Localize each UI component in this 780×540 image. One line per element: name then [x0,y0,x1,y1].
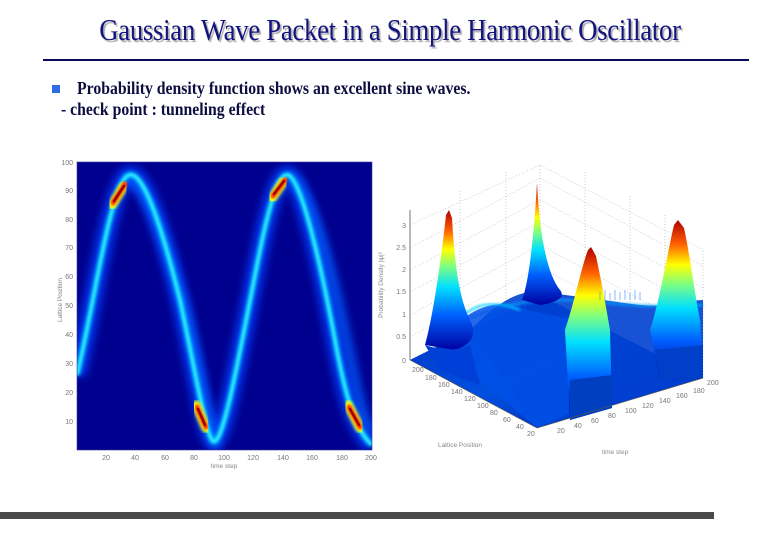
svg-text:0.5: 0.5 [396,334,406,341]
svg-text:40: 40 [516,424,524,431]
surface-z-ticks: 0 0.5 1 1.5 2 2.5 3 [396,223,406,365]
svg-text:100: 100 [61,160,73,167]
svg-text:40: 40 [65,332,73,339]
heatmap-y-label: Lattice Position [57,278,64,322]
title-underline [43,59,749,61]
svg-text:60: 60 [591,418,599,425]
surface-left-axis-ticks: 200 180 160 140 120 100 80 60 40 20 [412,367,535,438]
svg-text:180: 180 [336,455,348,462]
svg-text:200: 200 [365,455,377,462]
footer-bar [0,512,714,519]
surface-x-label: Lattice Position [438,442,482,449]
svg-text:20: 20 [65,390,73,397]
svg-text:120: 120 [642,403,654,410]
svg-text:70: 70 [65,245,73,252]
svg-text:140: 140 [659,398,671,405]
heatmap-y-ticks: 100 90 80 70 60 50 40 30 20 10 [61,160,73,426]
svg-text:100: 100 [625,408,637,415]
svg-text:90: 90 [65,188,73,195]
sub-point-text: - check point : tunneling effect [61,99,266,119]
svg-text:2: 2 [402,267,406,274]
peak-right [650,220,703,380]
svg-text:160: 160 [306,455,318,462]
svg-text:60: 60 [65,274,73,281]
svg-text:200: 200 [412,367,424,374]
svg-text:120: 120 [247,455,259,462]
svg-text:160: 160 [676,393,688,400]
svg-text:30: 30 [65,361,73,368]
svg-text:80: 80 [65,217,73,224]
svg-text:100: 100 [477,403,489,410]
svg-text:140: 140 [451,389,463,396]
svg-text:60: 60 [161,455,169,462]
svg-text:80: 80 [490,410,498,417]
svg-text:50: 50 [65,303,73,310]
bullet-text: Probability density function shows an ex… [77,78,471,98]
surface-chart: 0 0.5 1 1.5 2 2.5 3 Probability Density … [378,164,719,456]
slide-title: Gaussian Wave Packet in a Simple Harmoni… [99,12,681,47]
heatmap-x-ticks: 20 40 60 80 100 120 140 160 180 200 [102,455,377,462]
bullet-point: Probability density function shows an ex… [52,78,514,99]
surface-y-label: time step [602,449,629,456]
svg-text:200: 200 [707,380,719,387]
svg-text:80: 80 [608,413,616,420]
svg-text:180: 180 [425,375,437,382]
svg-text:3: 3 [402,223,406,230]
svg-text:180: 180 [693,388,705,395]
svg-text:60: 60 [503,417,511,424]
surface-figure: 0 0.5 1 1.5 2 2.5 3 Probability Density … [370,150,750,470]
surface-right-axis-ticks: 20 40 60 80 100 120 140 160 180 200 [557,380,719,435]
heatmap-figure: 100 90 80 70 60 50 40 30 20 10 Lattice P… [55,150,385,470]
svg-text:120: 120 [464,396,476,403]
peak-back-center [522,183,562,305]
svg-text:140: 140 [277,455,289,462]
square-bullet-icon [52,84,60,93]
svg-text:0: 0 [402,358,406,365]
surface-z-label: Probability Density |ψ|² [378,251,385,318]
svg-text:40: 40 [574,423,582,430]
svg-text:20: 20 [102,455,110,462]
heatmap-chart: 100 90 80 70 60 50 40 30 20 10 Lattice P… [57,160,377,470]
svg-text:160: 160 [438,382,450,389]
svg-text:10: 10 [65,419,73,426]
svg-text:1.5: 1.5 [396,289,406,296]
svg-text:20: 20 [527,431,535,438]
svg-text:2.5: 2.5 [396,245,406,252]
svg-text:40: 40 [131,455,139,462]
svg-text:100: 100 [218,455,230,462]
svg-text:80: 80 [190,455,198,462]
svg-text:1: 1 [402,312,406,319]
svg-text:20: 20 [557,428,565,435]
peak-front-left [425,210,474,350]
heatmap-x-label: time step [211,463,238,470]
